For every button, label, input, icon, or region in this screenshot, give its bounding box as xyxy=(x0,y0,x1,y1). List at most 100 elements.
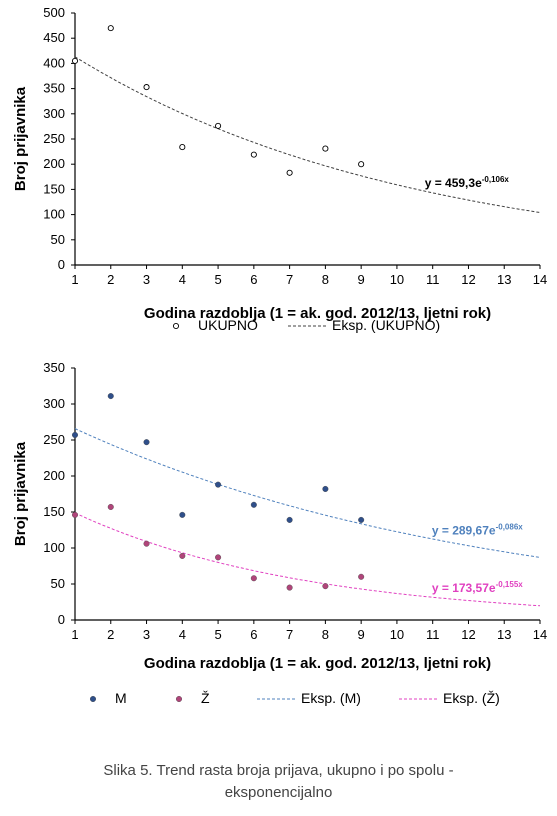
data-point xyxy=(107,393,114,400)
x-tick-label: 11 xyxy=(426,272,440,287)
data-point xyxy=(107,25,114,32)
y-tick-label: 50 xyxy=(51,232,65,247)
x-tick-label: 4 xyxy=(179,627,186,642)
data-point xyxy=(322,145,329,152)
x-tick-label: 6 xyxy=(250,627,257,642)
x-axis-title: Godina razdoblja (1 = ak. god. 2012/13, … xyxy=(144,305,491,322)
y-tick-label: 0 xyxy=(58,257,65,272)
data-point xyxy=(358,161,365,168)
x-tick-label: 6 xyxy=(250,272,257,287)
trendline xyxy=(74,56,541,213)
y-tick-label: 300 xyxy=(43,396,65,411)
x-tick-label: 8 xyxy=(322,272,329,287)
y-tick-label: 50 xyxy=(51,576,65,591)
y-tick-label: 200 xyxy=(43,156,65,171)
trendline-exponent: -0,155x xyxy=(496,580,524,589)
caption-line-2: eksponencijalno xyxy=(224,784,333,801)
legend-marker xyxy=(172,322,180,330)
trendline xyxy=(74,428,541,558)
x-tick-label: 14 xyxy=(533,627,547,642)
data-point xyxy=(215,554,222,561)
trendline-equation: y = 459,3e-0,106x xyxy=(425,175,510,190)
x-tick-label: 4 xyxy=(179,272,186,287)
legend-marker xyxy=(175,696,182,703)
x-axis-title: Godina razdoblja (1 = ak. god. 2012/13, … xyxy=(144,655,491,672)
legend-label: M xyxy=(115,690,127,706)
data-point xyxy=(71,57,79,64)
x-tick-label: 11 xyxy=(426,627,440,642)
data-point xyxy=(179,511,186,518)
data-point xyxy=(250,501,257,508)
x-tick-label: 12 xyxy=(461,272,475,287)
data-point xyxy=(286,516,293,523)
legend-marker xyxy=(89,696,96,703)
y-tick-label: 400 xyxy=(43,55,65,70)
y-tick-label: 150 xyxy=(43,181,65,196)
data-point xyxy=(322,583,329,590)
trendline-equation: y = 173,57e-0,155x xyxy=(432,580,523,595)
data-point xyxy=(179,144,186,151)
trendline-exponent: -0,106x xyxy=(482,175,510,184)
legend-label: Ž xyxy=(201,690,210,706)
data-point xyxy=(71,431,78,438)
legend-label: Eksp. (UKUPNO) xyxy=(332,317,440,333)
y-tick-label: 500 xyxy=(43,5,65,20)
y-tick-label: 150 xyxy=(43,504,65,519)
x-tick-label: 2 xyxy=(107,272,114,287)
x-tick-label: 7 xyxy=(286,627,293,642)
data-point xyxy=(322,485,329,492)
x-tick-label: 8 xyxy=(322,627,329,642)
x-tick-label: 2 xyxy=(107,627,114,642)
x-tick-label: 5 xyxy=(214,272,221,287)
x-tick-label: 3 xyxy=(143,627,150,642)
data-point xyxy=(358,573,365,580)
x-tick-label: 14 xyxy=(533,272,547,287)
y-axis-title: Broj prijavnika xyxy=(12,86,29,191)
legend-label: Eksp. (Ž) xyxy=(443,690,500,706)
trendline xyxy=(74,512,541,607)
y-tick-label: 300 xyxy=(43,106,65,121)
y-tick-label: 350 xyxy=(43,81,65,96)
trendline-equation: y = 289,67e-0,086x xyxy=(432,522,523,537)
x-tick-label: 5 xyxy=(214,627,221,642)
data-point xyxy=(143,540,150,547)
x-tick-label: 13 xyxy=(497,272,511,287)
x-tick-label: 10 xyxy=(390,627,404,642)
y-tick-label: 100 xyxy=(43,207,65,222)
data-point xyxy=(143,439,150,446)
x-tick-label: 13 xyxy=(497,627,511,642)
y-tick-label: 250 xyxy=(43,432,65,447)
data-point xyxy=(143,84,150,91)
x-tick-label: 3 xyxy=(143,272,150,287)
data-point xyxy=(215,481,222,488)
legend-label: Eksp. (M) xyxy=(301,690,361,706)
figure-caption: Slika 5. Trend rasta broja prijava, ukup… xyxy=(0,760,557,804)
trendline-exponent: -0,086x xyxy=(496,522,524,531)
y-tick-label: 450 xyxy=(43,30,65,45)
data-point xyxy=(179,552,186,559)
data-point xyxy=(250,151,257,158)
y-tick-label: 350 xyxy=(43,360,65,375)
x-tick-label: 1 xyxy=(71,272,78,287)
data-point xyxy=(71,511,78,518)
y-tick-label: 200 xyxy=(43,468,65,483)
x-tick-label: 9 xyxy=(358,627,365,642)
caption-line-1: Slika 5. Trend rasta broja prijava, ukup… xyxy=(103,762,454,779)
x-tick-label: 1 xyxy=(71,627,78,642)
data-point xyxy=(286,169,293,176)
x-tick-label: 9 xyxy=(358,272,365,287)
y-tick-label: 250 xyxy=(43,131,65,146)
data-point xyxy=(250,575,257,582)
data-point xyxy=(215,122,222,129)
x-tick-label: 10 xyxy=(390,272,404,287)
data-point xyxy=(286,584,293,591)
y-tick-label: 100 xyxy=(43,540,65,555)
x-tick-label: 12 xyxy=(461,627,475,642)
y-tick-label: 0 xyxy=(58,612,65,627)
data-point xyxy=(358,516,365,523)
data-point xyxy=(107,503,114,510)
legend-label: UKUPNO xyxy=(198,317,258,333)
